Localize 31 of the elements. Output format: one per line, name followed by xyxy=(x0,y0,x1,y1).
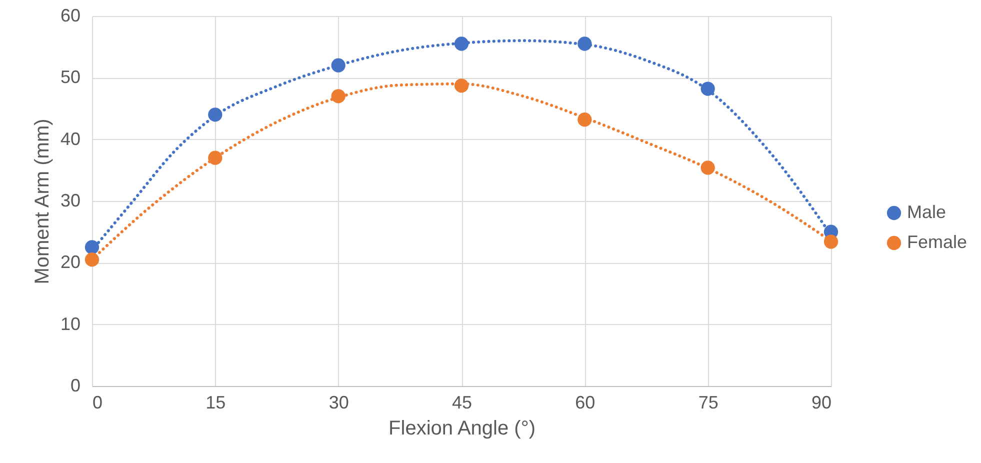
point xyxy=(331,58,346,72)
y-axis-title: Moment Arm (mm) xyxy=(31,118,54,284)
x-tick-label: 90 xyxy=(811,392,832,412)
legend-label: Female xyxy=(907,232,968,252)
y-tick-label: 10 xyxy=(60,314,80,334)
y-tick-label: 40 xyxy=(60,128,80,149)
point xyxy=(578,36,592,51)
x-tick-label: 45 xyxy=(452,392,472,412)
point xyxy=(700,160,715,175)
y-tick-label: 50 xyxy=(60,67,80,88)
point xyxy=(700,82,715,96)
legend-label: Male xyxy=(907,202,946,222)
point xyxy=(454,78,469,93)
point xyxy=(454,36,469,51)
point xyxy=(84,252,100,267)
point xyxy=(84,240,100,254)
x-tick-label: 30 xyxy=(328,392,349,412)
point xyxy=(208,108,222,122)
x-tick-label: 15 xyxy=(206,392,226,412)
point xyxy=(578,112,592,127)
point xyxy=(824,234,838,249)
x-tick-label: 75 xyxy=(698,392,718,412)
y-tick-label: 30 xyxy=(60,190,80,210)
y-tick-label: 60 xyxy=(60,6,80,26)
x-tick-label: 0 xyxy=(92,392,103,412)
x-tick-label: 60 xyxy=(575,392,596,412)
x-axis-title: Flexion Angle (°) xyxy=(388,418,536,440)
point xyxy=(208,150,222,165)
y-tick-label: 0 xyxy=(70,376,80,396)
point xyxy=(331,89,346,104)
y-tick-label: 20 xyxy=(60,252,80,272)
